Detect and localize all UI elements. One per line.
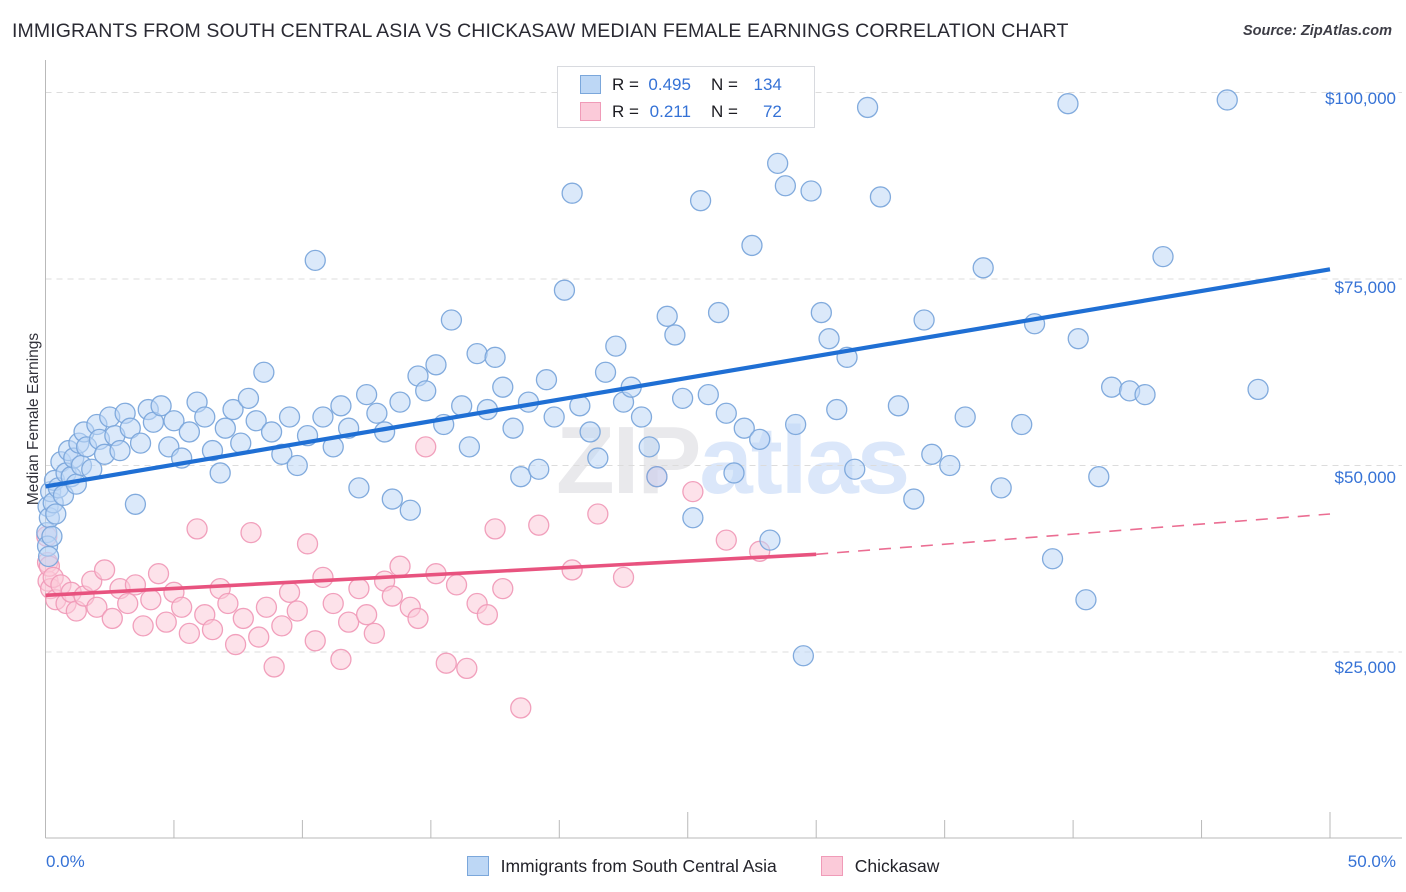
r-value-chickasaw: 0.211 [649,101,691,121]
legend-swatch-chickasaw-icon [820,856,843,876]
legend-item-chickasaw[interactable]: Chickasaw [820,855,940,877]
series-legend: Immigrants from South Central Asia Chick… [0,850,1406,882]
legend-item-immigrants[interactable]: Immigrants from South Central Asia [466,855,777,877]
legend-swatch-immigrants-icon [466,856,489,876]
correlation-stats-box: R = 0.495 N = 134 R = 0.211 N = 72 [557,66,815,128]
source-label: Source: ZipAtlas.com [1242,23,1392,39]
x-tick-max: 50.0% [1347,852,1396,871]
y-tick-25000: $25,000 [1334,658,1396,677]
r-label-chickasaw: R = [612,101,639,121]
r-value-immigrants: 0.495 [648,74,691,94]
y-tick-75000: $75,000 [1334,278,1396,297]
x-tick-min: 0.0% [46,852,85,871]
axis-lines [45,60,1402,839]
y-tick-50000: $50,000 [1334,468,1396,487]
r-label-immigrants: R = [612,74,639,94]
n-value-immigrants: 134 [753,74,782,94]
stats-row-chickasaw: R = 0.211 N = 72 [558,98,814,125]
trendlines [45,267,1331,598]
n-value-chickasaw: 72 [762,101,782,121]
y-axis-title: Median Female Earnings [25,332,42,506]
n-label-chickasaw: N = [710,101,738,121]
n-label-immigrants: N = [710,74,738,94]
page-title: IMMIGRANTS FROM SOUTH CENTRAL ASIA VS CH… [12,20,1069,42]
stats-row-immigrants: R = 0.495 N = 134 [558,71,814,98]
chart-header: IMMIGRANTS FROM SOUTH CENTRAL ASIA VS CH… [0,0,1406,58]
series-swatch-immigrants-icon [580,75,601,94]
series-swatch-chickasaw-icon [580,102,601,121]
y-tick-100000: $100,000 [1325,89,1396,108]
legend-label-chickasaw: Chickasaw [854,855,940,876]
legend-label-immigrants: Immigrants from South Central Asia [500,855,777,876]
